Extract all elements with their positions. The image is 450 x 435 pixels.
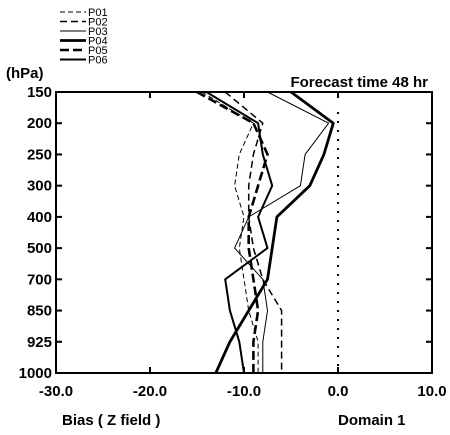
x-axis-label: Bias ( Z field ) xyxy=(62,412,160,429)
legend-label: P04 xyxy=(88,36,108,48)
y-tick-label: 250 xyxy=(27,146,52,163)
y-tick-label: 850 xyxy=(27,303,52,320)
legend-label: P06 xyxy=(88,55,108,67)
y-axis-label: (hPa) xyxy=(6,65,44,82)
y-tick-label: 200 xyxy=(27,115,52,132)
chart-title: Forecast time 48 hr xyxy=(290,74,428,91)
series-line-p04 xyxy=(214,90,335,374)
x-tick-label: -20.0 xyxy=(133,383,167,400)
series-line-p02 xyxy=(224,91,283,373)
legend-label: P02 xyxy=(88,17,108,29)
x-tick-label: 0.0 xyxy=(328,383,349,400)
legend-label: P05 xyxy=(88,45,108,57)
series-line-p03 xyxy=(234,91,330,373)
y-tick-label: 500 xyxy=(27,240,52,257)
x-tick-label: 10.0 xyxy=(417,383,446,400)
series-line-p05 xyxy=(196,90,269,373)
series-line-p06 xyxy=(205,91,274,374)
x-axis-ticks: -30.0 -20.0 -10.0 0.0 10.0 xyxy=(39,92,447,400)
legend-label: P03 xyxy=(88,26,108,38)
y-axis-ticks: 150 200 250 300 400 500 700 850 925 1000 xyxy=(19,84,432,382)
y-tick-label: 925 xyxy=(27,334,52,351)
domain-annotation: Domain 1 xyxy=(338,412,406,429)
y-tick-label: 150 xyxy=(27,84,52,101)
y-tick-label: 300 xyxy=(27,178,52,195)
x-tick-label: -10.0 xyxy=(227,383,261,400)
x-tick-label: -30.0 xyxy=(39,383,73,400)
legend-label: P01 xyxy=(88,7,108,19)
series-group xyxy=(196,90,335,374)
series-line-p01 xyxy=(201,91,259,373)
y-tick-label: 400 xyxy=(27,209,52,226)
plot-frame xyxy=(55,91,433,374)
y-tick-label: 1000 xyxy=(19,365,52,382)
y-tick-label: 700 xyxy=(27,271,52,288)
